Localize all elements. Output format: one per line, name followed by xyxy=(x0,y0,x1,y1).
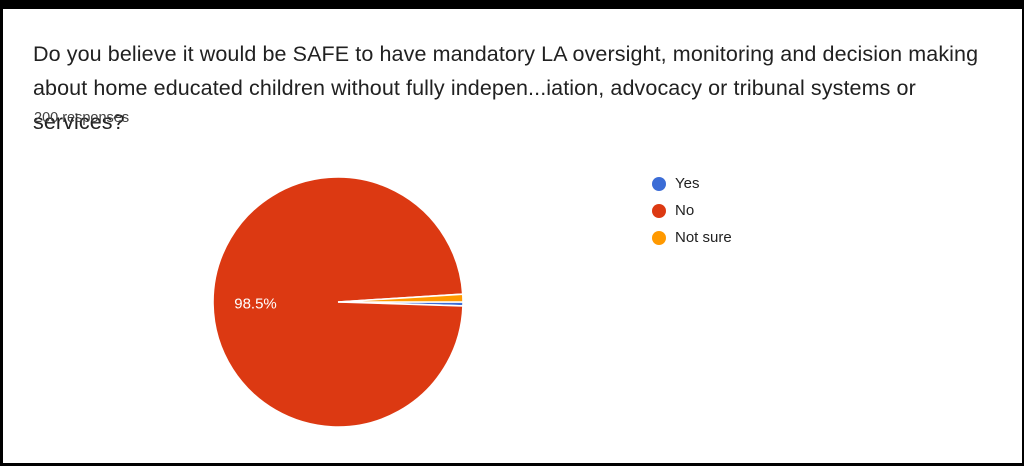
legend-dot-not-sure xyxy=(652,230,666,245)
chart-legend: Yes No Not sure xyxy=(652,170,732,251)
legend-dot-no xyxy=(652,203,666,218)
legend-label-yes: Yes xyxy=(675,175,700,192)
legend-label-not-sure: Not sure xyxy=(675,229,732,246)
legend-item-not-sure: Not sure xyxy=(652,224,732,251)
question-title: Do you believe it would be SAFE to have … xyxy=(33,42,979,134)
responses-count: 200 responses xyxy=(34,110,130,126)
legend-label-no: No xyxy=(675,202,695,219)
legend-item-yes: Yes xyxy=(652,170,732,197)
pie-slice-not-sure[interactable] xyxy=(337,293,464,303)
legend-dot-yes xyxy=(652,176,666,191)
legend-item-no: No xyxy=(652,197,732,224)
slice-percentage-label: 98.5% xyxy=(234,295,277,312)
pie-chart[interactable]: 98.5% xyxy=(206,170,470,434)
